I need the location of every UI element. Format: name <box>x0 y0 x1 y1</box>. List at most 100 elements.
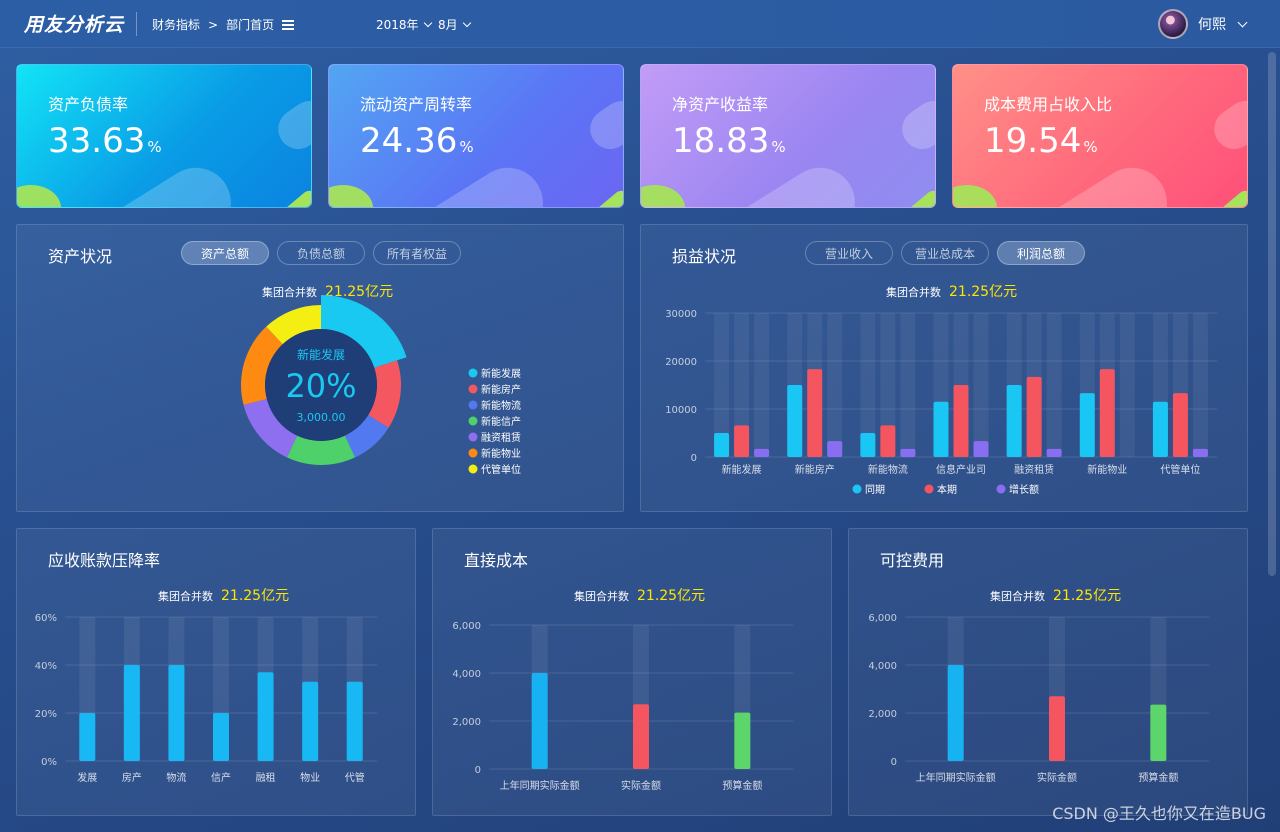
legend-marker <box>468 368 478 378</box>
chevron-down-icon <box>423 18 432 27</box>
legend-marker <box>468 400 478 410</box>
menu-icon[interactable] <box>282 19 295 30</box>
x-tick-label: 物流 <box>166 771 186 784</box>
month-select[interactable]: 8月 <box>438 16 471 33</box>
bar <box>531 673 548 769</box>
y-tick-label: 60% <box>35 613 57 624</box>
legend-label: 同期 <box>865 484 885 496</box>
app-logo[interactable]: 用友分析云 <box>24 14 125 36</box>
y-tick-label: 0 <box>691 453 697 464</box>
receivable-bar-chart: 0% 20% 40% 60% 发展 房产 物流 信产 融租 物业 代管 <box>35 613 377 784</box>
kpi-card-debt-ratio[interactable]: 资产负债率 33.63% <box>16 64 312 208</box>
bar <box>1192 448 1208 457</box>
tab-operating-revenue[interactable]: 营业收入 <box>805 241 893 265</box>
avatar[interactable] <box>1158 9 1188 39</box>
bar <box>346 681 363 761</box>
tab-operating-cost[interactable]: 营业总成本 <box>901 241 989 265</box>
chevron-down-icon <box>462 18 471 27</box>
legend-marker <box>924 484 934 494</box>
decor-shape <box>1015 154 1181 207</box>
panel-title: 应收账款压降率 <box>48 551 161 570</box>
aggregate-value: 集团合并数 21.25亿元 <box>574 585 705 605</box>
legend-marker <box>468 448 478 458</box>
decor-shape <box>902 187 935 207</box>
scrollbar[interactable] <box>1268 52 1276 576</box>
profit-tabs: 营业收入 营业总成本 利润总额 <box>805 241 1085 265</box>
x-tick-label: 上年同期实际金额 <box>916 771 996 784</box>
year-select[interactable]: 2018年 <box>376 16 432 33</box>
control-cost-panel: 可控费用 集团合并数 21.25亿元 0 2,000 4,000 6,000 上年同期实际… <box>848 528 1248 816</box>
bar <box>1046 448 1062 457</box>
bar <box>807 369 823 457</box>
donut-center-label: 新能发展 <box>297 347 345 362</box>
month-value: 8月 <box>438 18 458 32</box>
y-tick-label: 20000 <box>665 357 697 368</box>
x-tick-label: 预算金额 <box>722 779 762 792</box>
bar-track <box>714 313 730 457</box>
x-tick-label: 实际金额 <box>621 779 661 792</box>
bar <box>860 433 876 457</box>
kpi-card-cost-income-ratio[interactable]: 成本费用占收入比 19.54% <box>952 64 1248 208</box>
tab-total-liabilities[interactable]: 负债总额 <box>277 241 365 265</box>
breadcrumb-dept-home[interactable]: 部门首页 <box>226 18 275 32</box>
donut-slice <box>241 326 283 405</box>
bar-track <box>1119 313 1135 457</box>
x-tick-label: 物业 <box>300 771 320 784</box>
aggregate-value: 集团合并数 21.25亿元 <box>886 281 1017 301</box>
chevron-down-icon[interactable] <box>1237 17 1248 27</box>
bar <box>257 672 274 761</box>
y-tick-label: 30000 <box>665 309 697 320</box>
y-tick-label: 0% <box>41 757 57 768</box>
decor-shape <box>894 93 935 157</box>
bar <box>953 385 969 457</box>
bar <box>1150 704 1167 761</box>
user-menu[interactable]: 何熙 <box>1158 9 1248 39</box>
y-tick-label: 2,000 <box>452 717 481 728</box>
tab-total-assets[interactable]: 资产总额 <box>181 241 269 265</box>
aggregate-amount: 21.25亿元 <box>221 588 290 604</box>
donut-slice <box>286 435 356 465</box>
breadcrumb-finance[interactable]: 财务指标 <box>152 18 201 32</box>
bar <box>1026 376 1042 457</box>
donut-slice <box>321 295 407 368</box>
user-name: 何熙 <box>1198 17 1226 33</box>
y-tick-label: 6,000 <box>868 613 897 624</box>
x-tick-label: 信息产业司 <box>936 463 986 476</box>
legend-label: 新能发展 <box>481 367 521 380</box>
profit-panel: 损益状况 营业收入 营业总成本 利润总额 集团合并数 21.25亿元 0 10000… <box>640 224 1248 512</box>
bar <box>123 665 140 761</box>
bar <box>754 448 770 457</box>
aggregate-label: 集团合并数 <box>158 590 213 603</box>
direct-cost-bar-chart: 0 2,000 4,000 6,000 上年同期实际金额 实际金额 预算金额 <box>452 621 793 792</box>
decor-shape <box>17 185 61 207</box>
watermark: CSDN @王久也你又在造BUG <box>1052 804 1266 823</box>
x-tick-label: 房产 <box>122 771 142 784</box>
donut-center <box>265 329 377 441</box>
kpi-card-current-asset-turnover[interactable]: 流动资产周转率 24.36% <box>328 64 624 208</box>
decor-shape <box>391 154 557 207</box>
y-tick-label: 20% <box>35 709 57 720</box>
kpi-card-roe[interactable]: 净资产收益率 18.83% <box>640 64 936 208</box>
breadcrumb-separator: > <box>208 17 219 32</box>
bar <box>1099 369 1115 457</box>
legend-marker <box>468 464 478 474</box>
year-value: 2018年 <box>376 18 419 32</box>
x-tick-label: 发展 <box>77 771 97 784</box>
bar <box>973 441 989 457</box>
tab-owner-equity[interactable]: 所有者权益 <box>373 241 461 265</box>
kpi-value: 19.54% <box>984 121 1098 161</box>
aggregate-value: 集团合并数 21.25亿元 <box>262 281 393 301</box>
y-tick-label: 40% <box>35 661 57 672</box>
bar <box>633 704 649 769</box>
legend-marker <box>468 432 478 442</box>
decor-shape <box>79 154 245 207</box>
legend-label: 本期 <box>937 483 957 496</box>
control-cost-bar-chart: 0 2,000 4,000 6,000 上年同期实际金额 实际金额 预算金额 <box>868 613 1209 784</box>
decor-shape <box>953 185 997 207</box>
bar-track <box>973 313 989 457</box>
bar <box>1079 393 1095 457</box>
bar-track <box>860 313 876 457</box>
tab-total-profit[interactable]: 利润总额 <box>997 241 1085 265</box>
kpi-value: 33.63% <box>48 121 162 161</box>
